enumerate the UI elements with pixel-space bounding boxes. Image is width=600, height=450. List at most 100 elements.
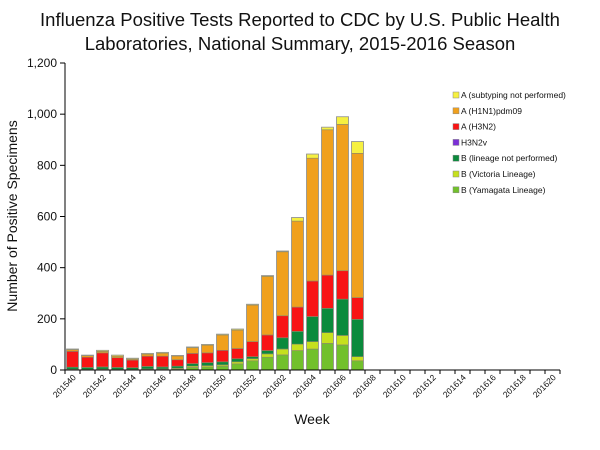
bar-segment-201604	[306, 341, 319, 350]
y-tick-label: 600	[37, 210, 57, 224]
bar-segment-201605	[321, 332, 334, 344]
bar-segment-201603	[291, 217, 304, 222]
bar-segment-201545	[141, 366, 154, 370]
bar-segment-201604	[306, 280, 319, 317]
bar-segment-201552	[246, 358, 259, 362]
bar-segment-201546	[156, 352, 169, 357]
bar-segment-201607	[351, 356, 364, 362]
legend: A (subtyping not performed) A (H1N1)pdm09…	[452, 90, 566, 195]
bar-segment-201607	[351, 319, 364, 357]
bar-segment-201607	[351, 141, 364, 154]
bar-segment-201603	[291, 343, 304, 351]
bars-layer	[66, 116, 364, 371]
x-tick-label: 201614	[441, 372, 468, 399]
bar-segment-201604	[306, 153, 319, 159]
legend-label: A (subtyping not performed)	[461, 90, 566, 100]
x-tick-label: 201612	[411, 372, 438, 399]
bar-segment-201546	[156, 355, 169, 368]
bar-segment-201605	[321, 343, 334, 371]
bar-segment-201545	[141, 355, 154, 367]
x-tick-label: 201602	[261, 372, 288, 399]
bar-segment-201541	[81, 367, 94, 370]
x-tick-label: 201550	[201, 372, 228, 399]
x-tick-label: 201618	[501, 372, 528, 399]
x-tick-label: 201608	[351, 372, 378, 399]
bar-segment-201606	[336, 124, 349, 272]
bar-segment-201548	[186, 353, 199, 364]
bar-segment-201550	[216, 365, 229, 371]
y-tick-label: 1,200	[27, 56, 57, 70]
bar-segment-201543	[111, 357, 124, 368]
bar-segment-201544	[126, 359, 139, 368]
legend-swatch	[452, 123, 460, 130]
bar-segment-201552	[246, 356, 259, 360]
x-tick-label: 201552	[231, 372, 258, 399]
chart-title: Influenza Positive Tests Reported to CDC…	[0, 8, 600, 56]
bar-segment-201602	[276, 337, 289, 350]
legend-label: B (Victoria Lineage)	[461, 169, 536, 179]
bar-segment-201604	[306, 348, 319, 371]
legend-swatch	[452, 186, 460, 194]
x-tick-label: 201620	[531, 372, 558, 399]
bar-segment-201550	[216, 361, 229, 366]
bar-segment-201601	[261, 350, 274, 355]
bar-segment-201542	[96, 366, 109, 370]
legend-label: B (Yamagata Lineage)	[461, 185, 546, 195]
x-tick-label: 201544	[111, 372, 138, 399]
bar-segment-201545	[141, 353, 154, 357]
x-tick-label: 201548	[171, 372, 198, 399]
bar-segment-201606	[336, 270, 349, 300]
bar-segment-201548	[186, 347, 199, 354]
x-tick-label: 201542	[81, 372, 108, 399]
legend-label: A (H1N1)pdm09	[461, 106, 522, 116]
bar-segment-201605	[321, 308, 334, 333]
legend-swatch	[452, 107, 460, 115]
bar-segment-201540	[66, 366, 79, 370]
chart-title-line-2: Laboratories, National Summary, 2015-201…	[84, 33, 516, 54]
bar-segment-201602	[276, 315, 289, 339]
bar-segment-201549	[201, 344, 214, 354]
bar-segment-201601	[261, 356, 274, 371]
bar-segment-201552	[246, 304, 259, 342]
bar-segment-201543	[111, 367, 124, 370]
legend-swatch	[452, 170, 460, 178]
y-tick-label: 800	[37, 158, 57, 172]
bar-segment-201604	[306, 316, 319, 342]
bar-segment-201542	[96, 352, 109, 368]
legend-swatch	[452, 91, 460, 99]
bar-segment-201541	[81, 356, 94, 368]
x-tick-label: 201606	[321, 372, 348, 399]
y-tick-label: 1,000	[27, 107, 57, 121]
bar-segment-201606	[336, 116, 349, 125]
bar-segment-201601	[261, 276, 274, 336]
legend-label: A (H3N2)	[461, 122, 496, 132]
bar-segment-201549	[201, 362, 214, 366]
bar-segment-201546	[156, 366, 169, 370]
x-tick-label: 201616	[471, 372, 498, 399]
bar-segment-201604	[306, 157, 319, 282]
bar-segment-201606	[336, 335, 349, 346]
bar-segment-201601	[261, 334, 274, 351]
y-axis-label: Number of Positive Specimens	[4, 120, 20, 311]
bar-segment-201607	[351, 153, 364, 298]
bar-segment-201551	[231, 363, 244, 371]
bar-segment-201547	[171, 359, 184, 367]
x-tick-label: 201610	[381, 372, 408, 399]
bar-segment-201603	[291, 220, 304, 308]
bar-segment-201547	[171, 355, 184, 361]
bar-segment-201550	[216, 350, 229, 363]
bar-segment-201601	[261, 353, 274, 358]
bar-segment-201605	[321, 274, 334, 309]
bar-segment-201605	[321, 129, 334, 276]
y-tick-label: 200	[37, 312, 57, 326]
chart-title-line-1: Influenza Positive Tests Reported to CDC…	[40, 9, 560, 30]
bar-segment-201540	[66, 351, 79, 368]
bar-segment-201606	[336, 298, 349, 336]
bar-segment-201603	[291, 306, 304, 332]
x-tick-label: 201546	[141, 372, 168, 399]
x-tick-label: 201604	[291, 372, 318, 399]
bar-segment-201547	[171, 365, 184, 369]
y-tick-label: 0	[50, 363, 57, 377]
x-axis-label: Week	[294, 411, 331, 427]
